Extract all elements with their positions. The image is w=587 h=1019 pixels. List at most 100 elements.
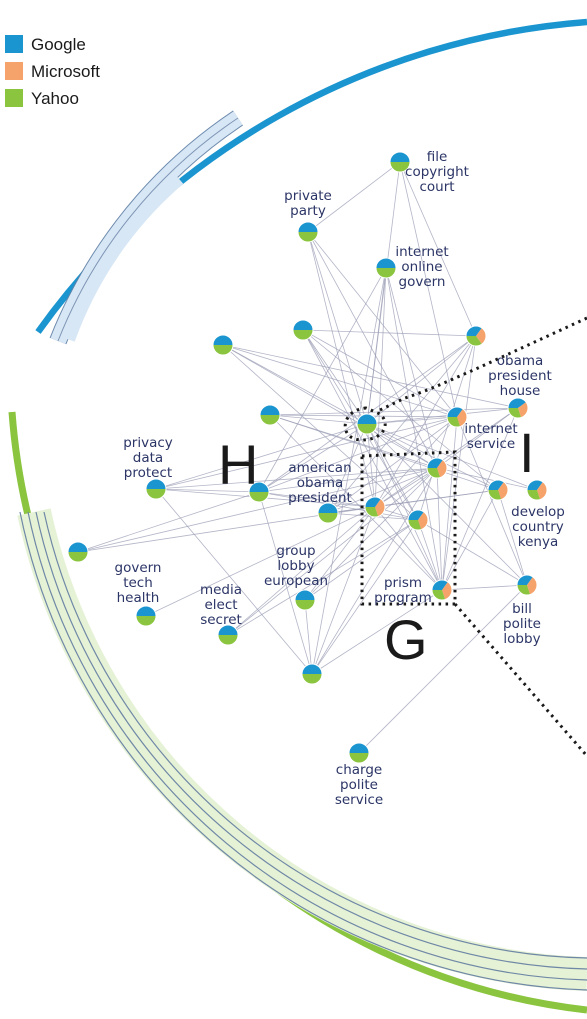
node-outline bbox=[356, 413, 378, 435]
legend-label-microsoft: Microsoft bbox=[31, 62, 100, 81]
node-outline bbox=[516, 574, 538, 596]
topic-node-hub-h[interactable] bbox=[356, 413, 378, 435]
node-outline bbox=[217, 624, 239, 646]
edge-privacy-n25 bbox=[155, 488, 313, 675]
node-outline bbox=[294, 589, 316, 611]
node-label-line: charge bbox=[336, 762, 382, 778]
pie-slice-google-share bbox=[213, 335, 233, 345]
node-label-line: polite bbox=[340, 777, 378, 793]
edge-group-lobby-n25 bbox=[304, 599, 313, 675]
edge-n17-prism bbox=[374, 506, 443, 591]
node-label-line: protect bbox=[124, 465, 172, 481]
legend-swatch-microsoft bbox=[5, 62, 23, 80]
topic-node-n5[interactable] bbox=[212, 334, 234, 356]
topic-node-n17[interactable] bbox=[364, 496, 386, 518]
yahoo-arc-line-2 bbox=[27, 511, 587, 981]
node-label-line: lobby bbox=[503, 631, 540, 647]
topic-node-n15[interactable] bbox=[487, 479, 509, 501]
pie-slice-microsoft-share bbox=[498, 481, 508, 500]
yahoo-arc-line-4 bbox=[43, 511, 587, 959]
node-label-line: party bbox=[290, 203, 326, 219]
topic-node-n8[interactable] bbox=[259, 404, 281, 426]
topic-node-n12[interactable] bbox=[248, 481, 270, 503]
pie-slice-yahoo-share bbox=[68, 552, 88, 562]
pie-slice-google-share bbox=[249, 482, 269, 492]
google-arc-band-2 bbox=[65, 176, 184, 342]
edge-n25-n18 bbox=[311, 519, 419, 675]
pie-slice-microsoft-share bbox=[476, 327, 486, 345]
pie-slice-microsoft-share bbox=[437, 459, 448, 478]
pie-slice-google-share bbox=[508, 397, 527, 408]
topic-node-obama-house-left[interactable] bbox=[465, 325, 487, 347]
edge-private-n17 bbox=[307, 231, 376, 508]
pie-slice-yahoo-share bbox=[293, 330, 313, 340]
edge-n12-n17 bbox=[258, 491, 376, 508]
pie-slice-microsoft-share bbox=[442, 581, 452, 600]
edge-internet-online-hub-h bbox=[366, 267, 387, 425]
pie-slice-google-share bbox=[357, 414, 377, 424]
edge-file-n10 bbox=[399, 161, 458, 418]
edge-n17-group-lobby bbox=[304, 506, 376, 601]
edge-n8-prism bbox=[269, 414, 443, 591]
pie-slice-yahoo-share bbox=[508, 408, 522, 418]
node-label-line: service bbox=[335, 792, 383, 808]
topic-node-n19[interactable] bbox=[67, 541, 89, 563]
edge-n10-privacy bbox=[155, 416, 458, 490]
edge-n5-hub-h bbox=[222, 344, 368, 425]
node-label-line: president bbox=[488, 368, 552, 384]
edge-obama-house-internet-service bbox=[436, 407, 519, 469]
topic-node-n10[interactable] bbox=[446, 406, 468, 428]
node-label-line: health bbox=[117, 590, 160, 606]
pie-slice-yahoo-share bbox=[408, 520, 422, 530]
edge-n10-n12 bbox=[258, 416, 458, 493]
node-label-line: kenya bbox=[518, 534, 558, 550]
edge-internet-service-n25 bbox=[311, 467, 438, 675]
edge-n8-hub-h bbox=[269, 414, 368, 425]
edge-hub-h-n10 bbox=[366, 416, 458, 425]
edge-obama-house-n8 bbox=[269, 407, 519, 416]
pie-slice-google-share bbox=[146, 479, 166, 489]
node-label-line: secret bbox=[200, 612, 242, 628]
edge-n5-n10 bbox=[222, 344, 458, 418]
node-outline bbox=[259, 404, 281, 426]
edge-internet-online-n12 bbox=[258, 267, 387, 493]
pie-slice-yahoo-share bbox=[376, 268, 396, 278]
node-label-line: file bbox=[427, 149, 448, 165]
edge-n18-prism bbox=[417, 519, 443, 591]
google-arc-band-line bbox=[57, 117, 239, 342]
region-i-outline bbox=[379, 316, 587, 412]
edge-internet-online-internet-service bbox=[385, 267, 438, 469]
node-label-line: media bbox=[200, 582, 242, 598]
topic-node-n25[interactable] bbox=[301, 663, 323, 685]
edge-private-internet-service bbox=[307, 231, 438, 469]
edge-n18-bill bbox=[417, 519, 528, 586]
topic-node-n4[interactable] bbox=[292, 319, 314, 341]
pie-slice-google-share bbox=[218, 625, 238, 635]
node-label-line: lobby bbox=[277, 558, 314, 574]
edge-obama-house-left-hub-h bbox=[366, 335, 477, 425]
pie-slice-yahoo-share bbox=[390, 162, 410, 172]
yahoo-arc-line-3 bbox=[35, 511, 587, 970]
edge-n19-internet-service bbox=[77, 467, 438, 553]
node-label-line: private bbox=[284, 188, 332, 204]
topic-node-n18[interactable] bbox=[407, 509, 429, 531]
pie-slice-google-share bbox=[260, 405, 280, 415]
pie-slice-yahoo-share bbox=[213, 345, 233, 355]
node-label-line: online bbox=[401, 259, 442, 275]
edge-file-private bbox=[307, 161, 401, 233]
